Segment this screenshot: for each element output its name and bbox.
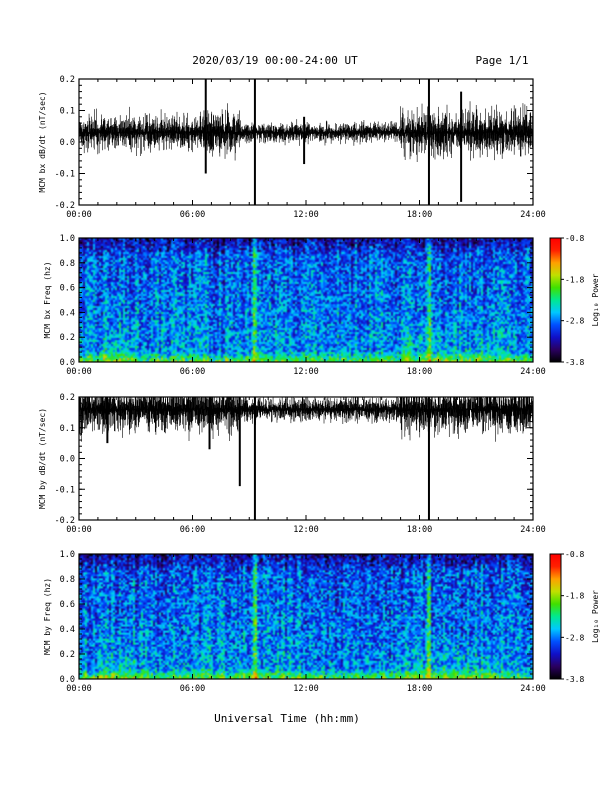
colorbar-label: Log₁₀ Power	[591, 273, 600, 326]
y-tick-label: 0.6	[60, 284, 75, 294]
x-tick-label: 00:00	[66, 525, 92, 535]
colorbar-tick-label: -0.8	[565, 234, 584, 243]
colorbar-tick-label: -3.8	[565, 358, 584, 367]
y-tick-label: 0.4	[60, 625, 75, 635]
page-indicator: Page 1/1	[476, 54, 529, 67]
x-tick-label: 18:00	[407, 367, 433, 377]
y-tick-label: 1.0	[60, 550, 75, 560]
y-tick-label: 0.2	[60, 333, 75, 343]
x-tick-label: 24:00	[520, 367, 546, 377]
y-axis-label: MCM by dB/dt (nT/sec)	[38, 408, 47, 509]
colorbar	[549, 553, 562, 680]
panels-group: 00:00 06:00 12:00 18:00 24:00 0.2 0.1 0.0 -0.1 -0…	[38, 75, 600, 694]
colorbar-tick-label: -1.8	[565, 275, 584, 284]
panel-bx-spectrogram: 00:00 06:00 12:00 18:00 24:00 1.0 0.8 0.6 0.4 0.2…	[43, 234, 600, 377]
x-tick-label: 18:00	[407, 525, 433, 535]
x-axis-title: Universal Time (hh:mm)	[214, 712, 360, 725]
x-tick-label: 12:00	[293, 210, 319, 220]
y-tick-label: 0.6	[60, 600, 75, 610]
spectrogram-raster	[79, 554, 533, 679]
y-tick-label: 0.0	[60, 455, 75, 465]
y-tick-label: 0.8	[60, 575, 75, 585]
y-axis-label: MCM bx Freq (hz)	[43, 261, 52, 338]
y-tick-label: 1.0	[60, 234, 75, 244]
panel-by-dbdt: 00:00 06:00 12:00 18:00 24:00 0.2 0.1 0.0 -0.1 -0…	[38, 393, 546, 535]
y-tick-label: 0.4	[60, 308, 75, 318]
y-tick-label: -0.2	[55, 516, 75, 526]
colorbar-tick-label: -3.8	[565, 675, 584, 684]
colorbar-tick-label: -2.8	[565, 633, 584, 642]
x-tick-label: 24:00	[520, 684, 546, 694]
spectrogram-raster	[79, 238, 533, 362]
figure-title: 2020/03/19 00:00-24:00 UT	[192, 54, 358, 67]
x-tick-label: 06:00	[180, 367, 206, 377]
y-tick-label: -0.1	[55, 485, 75, 495]
series-trace	[78, 101, 534, 162]
y-axis-label: MCM bx dB/dt (nT/sec)	[38, 91, 47, 192]
x-tick-label: 06:00	[180, 684, 206, 694]
x-tick-label: 00:00	[66, 210, 92, 220]
y-tick-label: 0.1	[60, 107, 75, 117]
y-axis-label: MCM by Freq (hz)	[43, 578, 52, 655]
y-tick-label: 0.2	[60, 650, 75, 660]
x-tick-label: 00:00	[66, 367, 92, 377]
y-tick-label: 0.2	[60, 393, 75, 403]
x-tick-label: 00:00	[66, 684, 92, 694]
x-tick-label: 18:00	[407, 684, 433, 694]
x-tick-label: 06:00	[180, 525, 206, 535]
colorbar-tick-label: -0.8	[565, 550, 584, 559]
series-trace	[78, 397, 534, 442]
colorbar	[549, 237, 562, 363]
colorbar-label: Log₁₀ Power	[591, 590, 600, 643]
y-tick-label: 0.2	[60, 75, 75, 85]
y-tick-label: 0.0	[60, 675, 75, 685]
panel-bx-dbdt: 00:00 06:00 12:00 18:00 24:00 0.2 0.1 0.0 -0.1 -0…	[38, 75, 546, 220]
x-tick-label: 24:00	[520, 525, 546, 535]
y-tick-label: 0.0	[60, 138, 75, 148]
x-tick-label: 06:00	[180, 210, 206, 220]
y-tick-label: -0.2	[55, 201, 75, 211]
x-tick-label: 12:00	[293, 367, 319, 377]
x-tick-label: 12:00	[293, 684, 319, 694]
x-tick-label: 18:00	[407, 210, 433, 220]
y-tick-label: 0.0	[60, 358, 75, 368]
colorbar-tick-label: -1.8	[565, 592, 584, 601]
colorbar-tick-label: -2.8	[565, 317, 584, 326]
y-tick-label: -0.1	[55, 170, 75, 180]
panel-by-spectrogram: 00:00 06:00 12:00 18:00 24:00 1.0 0.8 0.6 0.4 0.2…	[43, 550, 600, 694]
y-tick-label: 0.1	[60, 424, 75, 434]
x-tick-label: 24:00	[520, 210, 546, 220]
x-tick-label: 12:00	[293, 525, 319, 535]
y-tick-label: 0.8	[60, 259, 75, 269]
